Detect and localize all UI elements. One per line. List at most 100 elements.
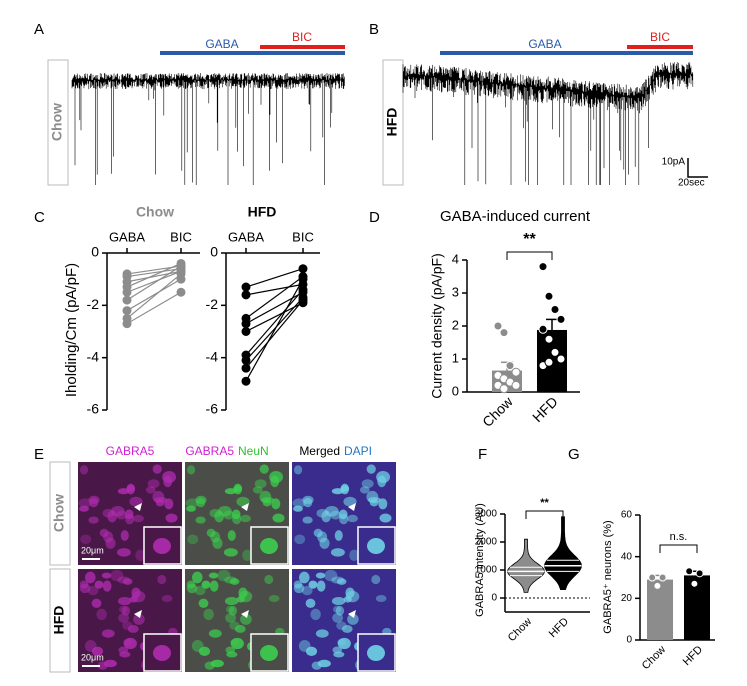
arrowhead [241, 503, 249, 511]
cell [91, 646, 104, 656]
y-axis-label: GABRA5⁺ neurons (%) [602, 520, 614, 633]
cell [375, 595, 387, 602]
cell [119, 605, 128, 613]
cell [299, 571, 310, 584]
gaba-label: GABA [528, 37, 561, 51]
cell [186, 583, 198, 594]
point [493, 321, 503, 331]
column-label: GABRA5 [106, 444, 155, 458]
pair-line [245, 291, 304, 325]
cell [272, 513, 285, 523]
scale-label: 20μm [81, 545, 104, 555]
bar [647, 579, 673, 640]
cell [157, 574, 167, 585]
row-label: HFD [51, 606, 67, 635]
cell [198, 646, 211, 656]
y-tick-label: -4 [206, 348, 219, 364]
cell [349, 549, 360, 561]
point [176, 269, 186, 279]
x-tick-label: GABA [228, 229, 264, 244]
cell [201, 580, 211, 589]
cell [340, 483, 350, 495]
panel-letter: D [369, 209, 380, 226]
significance-bracket [659, 544, 698, 553]
point [176, 287, 186, 297]
cell [133, 514, 144, 523]
point [550, 305, 560, 314]
point [658, 573, 667, 582]
point [241, 319, 251, 329]
pair-line [245, 283, 304, 296]
x-tick-label: HFD [681, 644, 706, 669]
point [122, 295, 132, 305]
panel-letter: E [34, 446, 44, 463]
cell [293, 465, 303, 475]
cell [119, 651, 131, 658]
point [122, 319, 132, 329]
cell [126, 483, 136, 495]
cell [196, 497, 206, 508]
cell [230, 637, 244, 650]
cell [96, 608, 107, 621]
cell [91, 598, 102, 608]
cell [97, 661, 108, 670]
significance-bracket [525, 510, 564, 519]
x-tick-label: BIC [292, 229, 314, 244]
pair-line [245, 289, 304, 356]
inset-cell [153, 538, 171, 554]
cell [87, 585, 99, 596]
cell [337, 637, 351, 650]
cell [315, 629, 329, 638]
cell [302, 516, 313, 524]
cell [310, 608, 321, 621]
chart-title: HFD [248, 204, 277, 220]
point [511, 367, 521, 377]
cell [271, 498, 281, 510]
violin [544, 516, 582, 590]
bic-label: BIC [292, 30, 312, 44]
cell [379, 513, 392, 523]
inset-cell [367, 538, 385, 554]
pair-line [126, 262, 182, 288]
cell [131, 590, 146, 603]
cell [223, 548, 238, 557]
cell [163, 475, 173, 488]
x-tick-label: BIC [170, 229, 192, 244]
pair-line [245, 278, 304, 382]
point [544, 357, 554, 367]
cell [129, 496, 143, 507]
cell [101, 572, 112, 579]
group-label: Chow [49, 103, 65, 141]
cell [230, 638, 240, 646]
cell [204, 661, 215, 670]
point [653, 581, 662, 590]
point [505, 361, 515, 371]
cell [359, 486, 370, 494]
significance-label: ** [523, 231, 536, 248]
cell [303, 497, 313, 508]
scale-x-label: 20sec [678, 178, 705, 189]
cell [103, 531, 114, 543]
point [499, 384, 509, 394]
y-tick-label: 0 [91, 244, 99, 260]
cell [317, 531, 328, 543]
cell [135, 549, 146, 561]
cell [80, 534, 92, 545]
arrowhead [134, 610, 142, 618]
point [298, 264, 308, 274]
point [556, 354, 566, 364]
cell [240, 613, 252, 625]
cell [203, 608, 214, 621]
micrographs: 20μm 20μm [78, 462, 396, 672]
point [544, 291, 554, 301]
panel-letter: C [34, 209, 45, 226]
cell [164, 498, 174, 510]
cell [94, 580, 104, 589]
x-tick-label: HFD [529, 393, 561, 425]
column-label: NeuN [238, 444, 269, 458]
cell [228, 605, 238, 616]
cell [330, 548, 345, 557]
y-tick-label: 3 [452, 284, 459, 299]
panel-letter: G [568, 446, 580, 463]
